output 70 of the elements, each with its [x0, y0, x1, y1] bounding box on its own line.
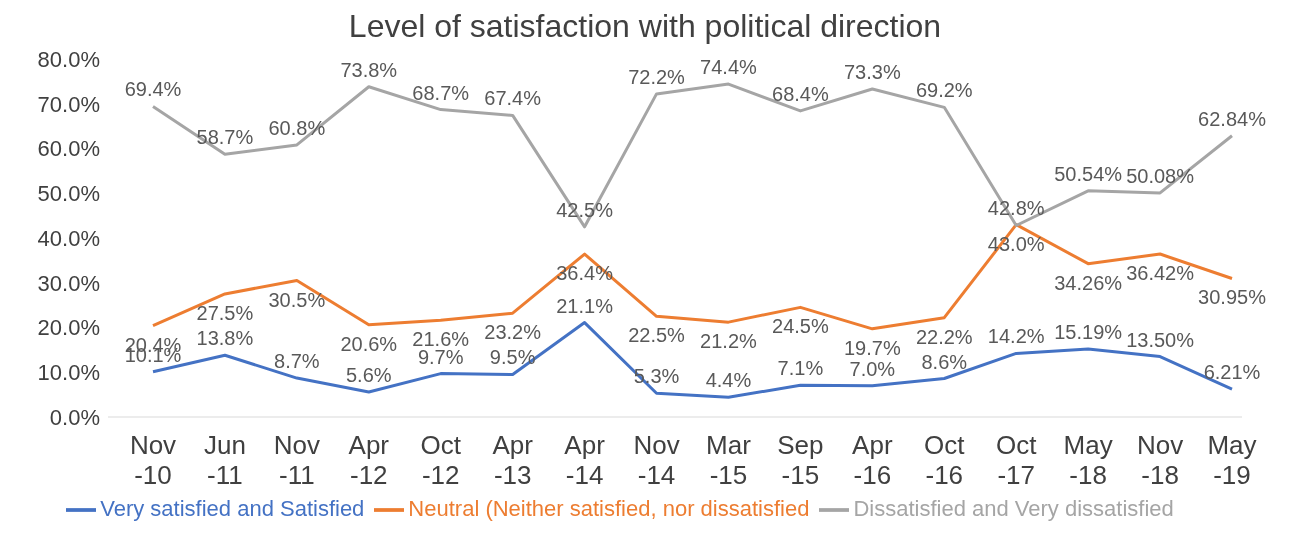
- data-label: 22.2%: [915, 325, 973, 348]
- legend-label: Neutral (Neither satisfied, nor dissatisfied: [408, 495, 810, 521]
- y-tick-label: 50.0%: [37, 181, 100, 207]
- x-tick-label: Sep -15: [777, 430, 824, 491]
- data-label: 13.8%: [196, 327, 254, 350]
- y-tick-label: 60.0%: [37, 136, 100, 162]
- x-tick-label: Mar -15: [706, 430, 752, 491]
- data-label: 74.4%: [700, 56, 758, 79]
- data-label: 14.2%: [987, 325, 1045, 348]
- data-label: 6.21%: [1203, 361, 1261, 384]
- data-label: 69.2%: [915, 79, 973, 102]
- x-tick-label: Apr -12: [348, 430, 390, 491]
- data-label: 73.8%: [340, 58, 398, 81]
- data-label: 15.19%: [1054, 321, 1123, 344]
- data-label: 27.5%: [196, 301, 254, 324]
- data-label: 30.5%: [268, 288, 326, 311]
- data-label: 4.4%: [705, 369, 752, 392]
- data-label: 72.2%: [628, 65, 686, 88]
- legend-label: Dissatisfied and Very dissatisfied: [853, 495, 1174, 521]
- x-tick-label: Nov -10: [129, 430, 177, 491]
- x-tick-label: Apr -13: [492, 430, 534, 491]
- x-tick-label: Apr -16: [852, 430, 893, 491]
- data-label: 21.1%: [556, 294, 614, 317]
- data-label: 58.7%: [196, 126, 254, 149]
- y-tick-label: 0.0%: [49, 404, 100, 430]
- data-label: 60.8%: [268, 116, 326, 139]
- x-tick-label: Jun -11: [203, 430, 246, 491]
- x-tick-label: Nov -18: [1136, 430, 1184, 491]
- data-label: 8.6%: [921, 350, 968, 373]
- data-label: 23.2%: [484, 321, 542, 344]
- x-tick-label: Nov -14: [633, 430, 680, 491]
- data-label: 62.84%: [1198, 107, 1267, 130]
- data-label: 5.6%: [346, 363, 392, 386]
- x-tick-label: Oct -17: [995, 430, 1038, 491]
- data-label: 30.95%: [1198, 286, 1267, 309]
- data-label: 22.5%: [628, 324, 686, 347]
- data-label: 42.8%: [987, 197, 1045, 220]
- data-label: 42.5%: [556, 198, 614, 221]
- data-label: 67.4%: [484, 87, 542, 110]
- x-tick-label: Oct -16: [924, 430, 966, 491]
- data-label: 20.6%: [340, 332, 398, 355]
- x-tick-label: May -19: [1207, 430, 1257, 491]
- data-label: 68.7%: [412, 81, 470, 104]
- data-label: 19.7%: [843, 336, 901, 359]
- data-label: 36.42%: [1126, 262, 1195, 285]
- data-label: 7.0%: [849, 357, 896, 380]
- y-tick-label: 70.0%: [37, 91, 100, 117]
- legend-label: Very satisfied and Satisfied: [100, 495, 365, 521]
- x-tick-label: Oct -12: [420, 430, 462, 491]
- y-tick-label: 80.0%: [37, 46, 100, 72]
- data-label: 7.1%: [777, 357, 824, 380]
- chart-title: Level of satisfaction with political direction: [347, 8, 943, 45]
- y-tick-label: 40.0%: [37, 225, 100, 251]
- y-tick-label: 20.0%: [37, 315, 100, 341]
- data-label: 24.5%: [772, 315, 829, 338]
- data-label: 34.26%: [1054, 271, 1123, 294]
- y-tick-label: 30.0%: [37, 270, 100, 296]
- data-label: 73.3%: [843, 60, 901, 83]
- x-tick-label: May -18: [1063, 430, 1113, 491]
- data-label: 68.4%: [772, 82, 829, 105]
- data-label: 9.5%: [489, 346, 536, 369]
- data-label: 50.08%: [1126, 164, 1195, 187]
- data-label: 8.7%: [274, 350, 320, 373]
- data-label: 69.4%: [124, 78, 182, 101]
- data-label: 50.54%: [1054, 162, 1123, 185]
- data-label: 13.50%: [1126, 328, 1195, 351]
- y-tick-label: 10.0%: [37, 360, 100, 386]
- data-label: 21.2%: [700, 330, 758, 353]
- x-tick-label: Nov -11: [273, 430, 320, 491]
- x-tick-label: Apr -14: [564, 430, 606, 491]
